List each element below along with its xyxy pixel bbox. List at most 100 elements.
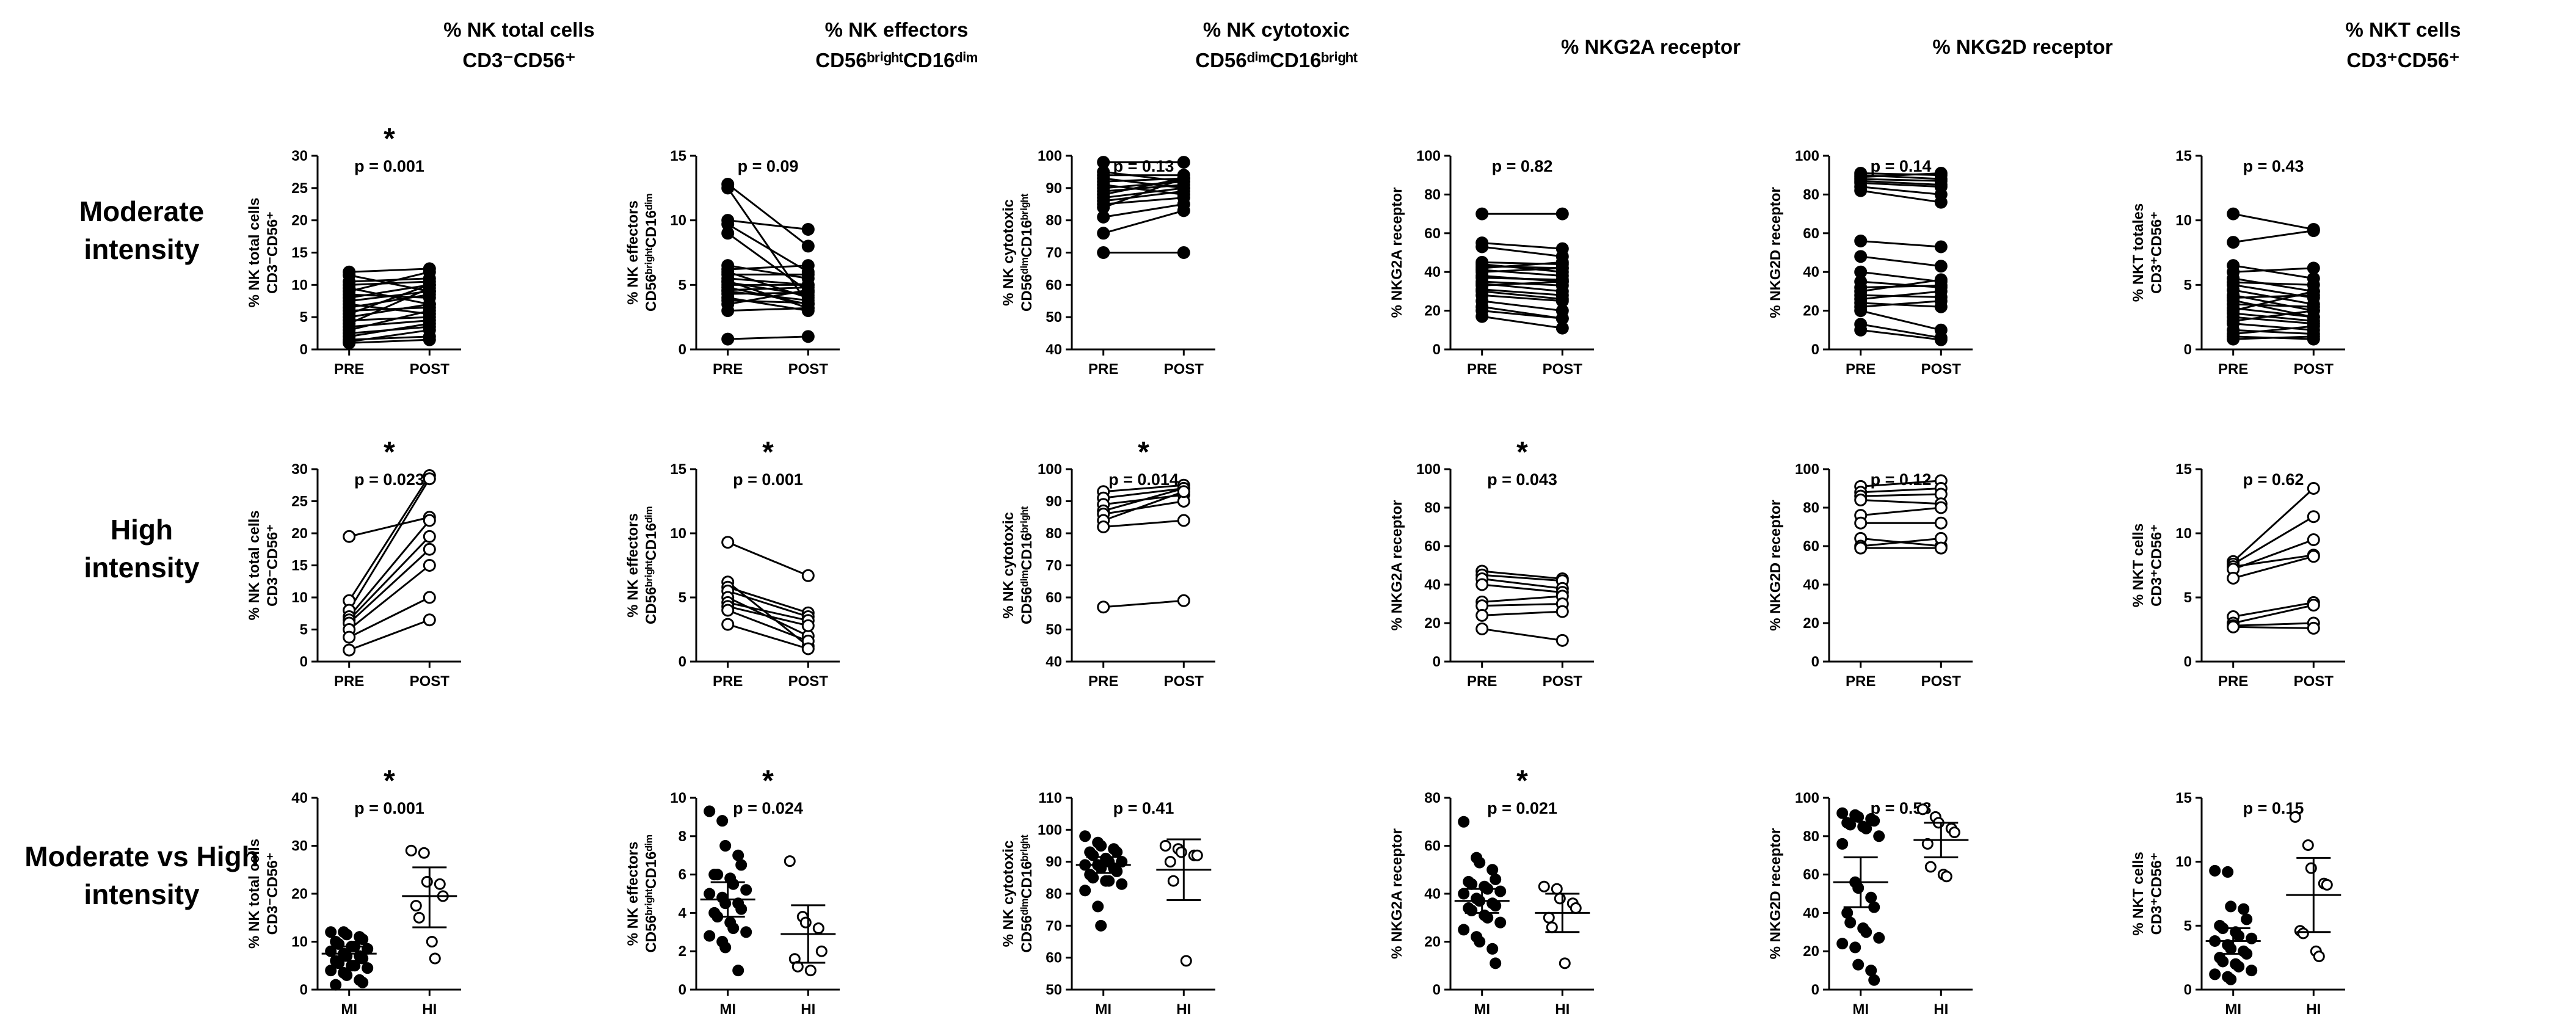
data-point-open: [1854, 541, 1868, 555]
y-tick-label: 60: [1803, 867, 1819, 883]
x-tick-label: POST: [2294, 361, 2334, 378]
y-tick-label: 25: [291, 180, 308, 197]
series-line: [349, 280, 430, 286]
series-line: [2233, 230, 2314, 244]
data-point-filled: [325, 965, 337, 977]
y-tick-label: 40: [1803, 577, 1819, 593]
x-tick-label: POST: [1921, 673, 1962, 690]
data-point-filled: [1844, 916, 1857, 929]
data-point-filled: [2241, 913, 2253, 925]
x-tick-label: PRE: [1467, 673, 1497, 690]
y-tick-label: 5: [2184, 918, 2192, 934]
y-tick-label: 10: [2175, 525, 2192, 542]
y-tick-label: 0: [1433, 982, 1441, 998]
series-line: [1482, 310, 1563, 319]
data-point-open: [1164, 856, 1176, 868]
series-line: [727, 307, 809, 312]
data-point-filled: [1555, 207, 1569, 221]
chart-panel-r1c1: 0 5 10 15 PRE POST % NK effectors CD56ᵇʳⁱᵍʰᵗCD1…: [625, 436, 840, 690]
y-axis-label: % NK total cells: [246, 510, 263, 620]
y-tick-label: 0: [1811, 341, 1819, 358]
y-tick-label: 40: [1803, 905, 1819, 921]
y-tick-label: 70: [1046, 558, 1062, 574]
column-title: % NK effectors: [825, 18, 969, 41]
data-point-open: [721, 536, 735, 549]
data-point-filled: [721, 304, 735, 318]
data-point-open: [804, 965, 817, 977]
data-point-open: [429, 952, 441, 965]
y-tick-label: 10: [2175, 213, 2192, 229]
data-point-filled: [423, 265, 436, 279]
data-point-open: [1475, 622, 1489, 635]
data-point-filled: [2227, 332, 2240, 346]
series-line: [1860, 310, 1941, 331]
chart-panel-r0c2: 40 50 60 70 80 90 100 PRE POST % NK cytotoxic CD56…: [1000, 148, 1215, 378]
data-point-filled: [1865, 891, 1877, 903]
column-title: % NKG2D receptor: [1932, 35, 2112, 58]
y-axis-sublabel: CD3⁺CD56⁺: [2148, 211, 2165, 294]
x-tick-label: PRE: [1846, 361, 1876, 378]
column-title: % NK total cells: [443, 18, 595, 41]
y-tick-label: 20: [1424, 303, 1441, 319]
data-point-filled: [1934, 260, 1948, 273]
data-point-filled: [1486, 943, 1499, 955]
y-tick-label: 80: [1424, 500, 1441, 516]
series-line: [2232, 487, 2315, 563]
y-axis-label: % NKT cells: [2130, 524, 2147, 607]
y-axis-label: % NKG2D receptor: [1767, 187, 1784, 318]
series-line: [1860, 302, 1941, 308]
y-axis-label: % NK total cells: [246, 839, 263, 949]
y-tick-label: 40: [1803, 264, 1819, 280]
data-point-open: [1475, 578, 1489, 591]
x-tick-label: POST: [410, 361, 450, 378]
x-tick-label: POST: [1921, 361, 1962, 378]
chart-panel-r0c5: 0 5 10 15 PRE POST % NKT totales CD3⁺CD56⁺ p = 0…: [2130, 148, 2345, 378]
series-line: [349, 306, 430, 312]
chart-panel-r2c3: 0 20 40 60 80 MI HI % NKG2A receptor p = 0.021 *: [1389, 765, 1594, 1018]
p-value-label: p = 0.001: [354, 157, 424, 175]
y-tick-label: 0: [300, 982, 308, 998]
y-tick-label: 15: [291, 245, 308, 261]
y-tick-label: 80: [1803, 828, 1819, 845]
x-tick-label: PRE: [713, 673, 743, 690]
data-point-filled: [423, 282, 436, 295]
data-point-filled: [1854, 184, 1868, 197]
y-tick-label: 5: [300, 622, 308, 638]
data-point-filled: [1177, 246, 1190, 259]
data-point-filled: [1852, 811, 1865, 823]
series-line: [2233, 555, 2314, 579]
y-tick-label: 40: [291, 790, 308, 806]
series-line: [349, 268, 430, 273]
data-point-filled: [357, 952, 369, 965]
y-tick-label: 40: [1424, 886, 1441, 902]
series-line: [349, 516, 430, 538]
series-line: [1860, 537, 1941, 547]
data-point-filled: [1934, 240, 1948, 254]
series-line: [2233, 290, 2314, 312]
data-point-filled: [801, 301, 815, 315]
series-line: [1860, 300, 1941, 308]
y-tick-label: 100: [1038, 822, 1062, 838]
column-title: % NKG2A receptor: [1561, 35, 1741, 58]
data-point-filled: [735, 859, 748, 871]
series-line: [1860, 271, 1941, 283]
y-tick-label: 60: [1424, 838, 1441, 855]
series-line: [2233, 323, 2314, 331]
data-point-open: [812, 922, 824, 935]
y-axis-sublabel: CD56ᵈⁱᵐCD16ᵇʳⁱᵍʰᵗ: [1019, 193, 1035, 312]
y-axis-sublabel: CD3⁺CD56⁺: [2148, 853, 2165, 935]
data-point-filled: [1490, 900, 1502, 912]
x-tick-label: PRE: [334, 361, 364, 378]
series-line: [2233, 325, 2314, 335]
y-tick-label: 20: [291, 886, 308, 902]
data-point-filled: [1868, 974, 1880, 986]
series-line: [1482, 242, 1563, 250]
series-line: [2233, 601, 2314, 618]
series-line: [727, 590, 809, 618]
series-line: [349, 329, 430, 343]
y-tick-label: 0: [679, 341, 686, 358]
series-line: [1103, 519, 1184, 528]
series-line: [1103, 210, 1184, 235]
y-tick-label: 4: [679, 905, 687, 921]
